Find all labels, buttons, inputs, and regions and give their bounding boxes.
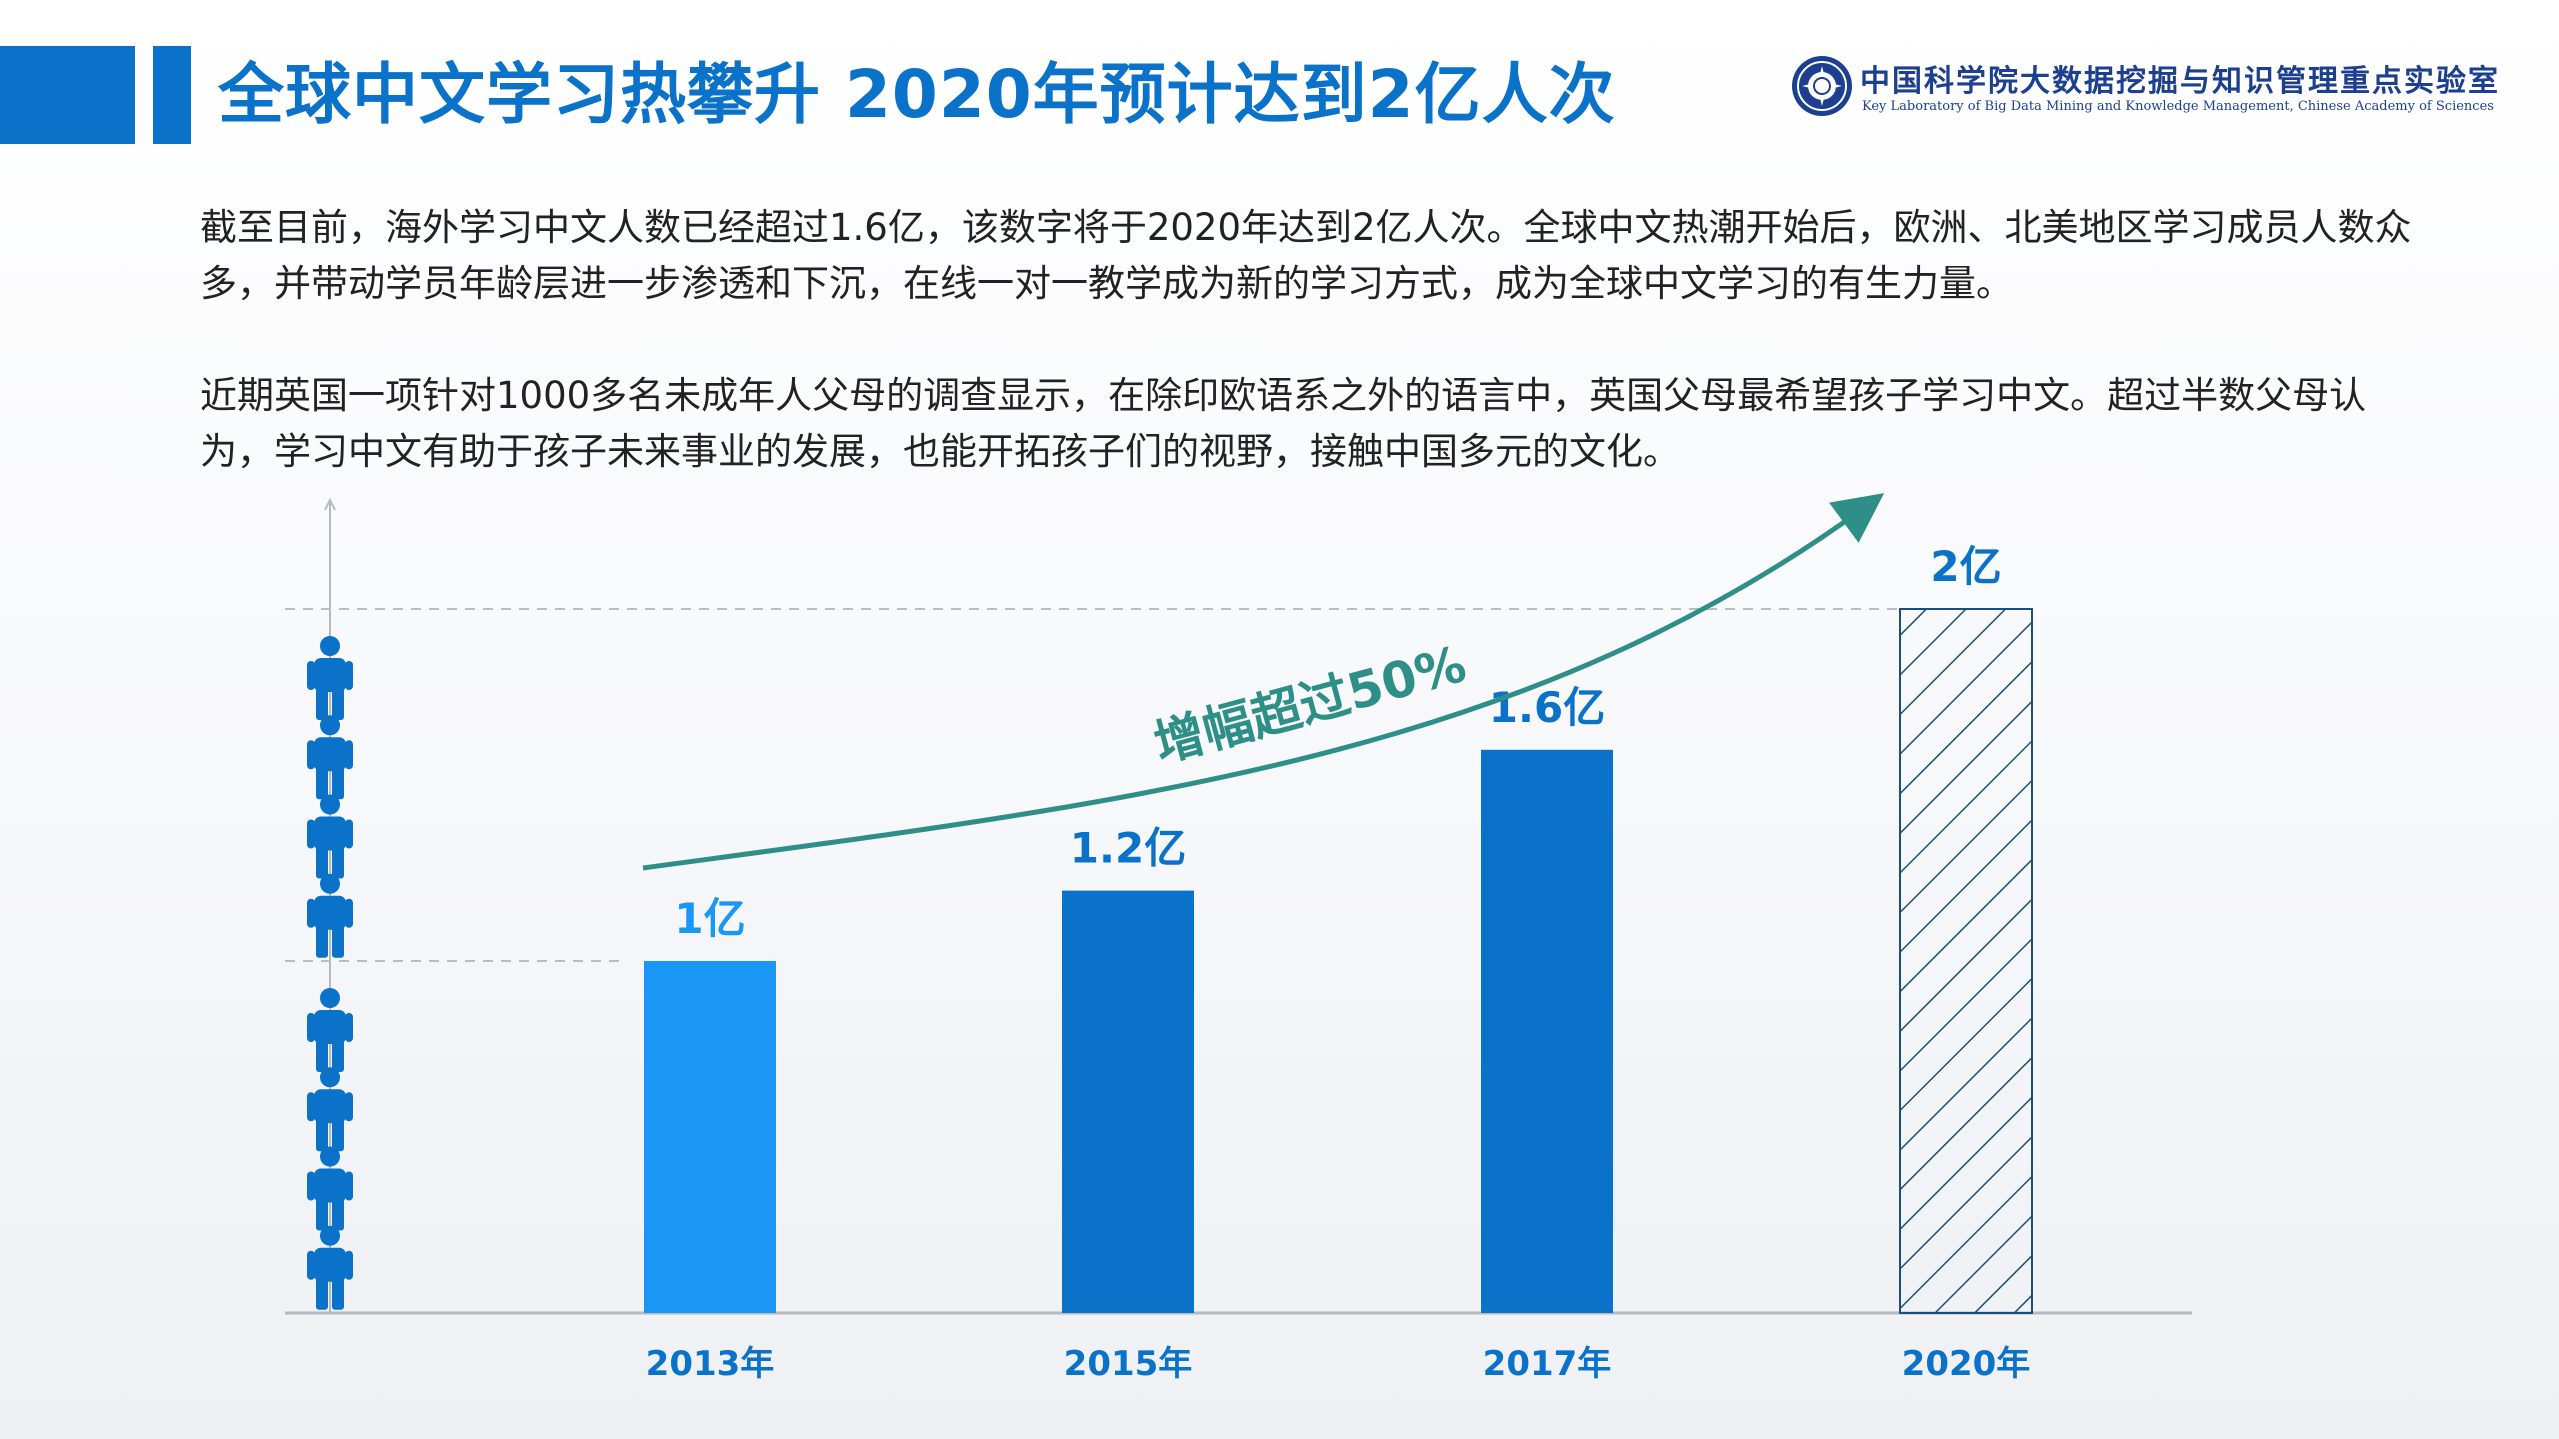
bar-data-label: 1.6亿 <box>1489 683 1605 732</box>
growth-arrow <box>642 493 1885 871</box>
intro-paragraph: 截至目前，海外学习中文人数已经超过1.6亿，该数字将于2020年达到2亿人次。全… <box>200 206 2412 305</box>
y-axis-arrow <box>324 497 336 511</box>
bar-data-label: 1.2亿 <box>1070 824 1186 873</box>
page-title: 全球中文学习热攀升 2020年预计达到2亿人次 <box>218 56 1616 133</box>
bar-data-label: 1亿 <box>674 894 745 943</box>
lab-logo: 中国科学院大数据挖掘与知识管理重点实验室 Key Laboratory of B… <box>1790 54 2530 124</box>
bar <box>1062 890 1194 1313</box>
x-category-label: 2020年 <box>1902 1344 2031 1384</box>
survey-paragraph: 近期英国一项针对1000多名未成年人父母的调查显示，在除印欧语系之外的语言中，英… <box>200 374 2367 473</box>
cas-emblem-icon <box>1792 56 1852 116</box>
bar-projected <box>1899 608 2033 1314</box>
x-category-label: 2015年 <box>1064 1344 1193 1384</box>
logo-title-en: Key Laboratory of Big Data Mining and Kn… <box>1862 99 2494 114</box>
header-accent-block <box>0 46 135 144</box>
growth-annotation: 增幅超过50% <box>1148 635 1472 774</box>
logo-title-cn: 中国科学院大数据挖掘与知识管理重点实验室 <box>1860 64 2500 99</box>
x-category-label: 2013年 <box>646 1344 775 1384</box>
bar <box>1481 749 1613 1313</box>
x-category-label: 2017年 <box>1483 1344 1612 1384</box>
bar-data-label: 2亿 <box>1930 542 2001 591</box>
bar <box>644 961 776 1313</box>
header-accent-bar <box>153 46 191 144</box>
